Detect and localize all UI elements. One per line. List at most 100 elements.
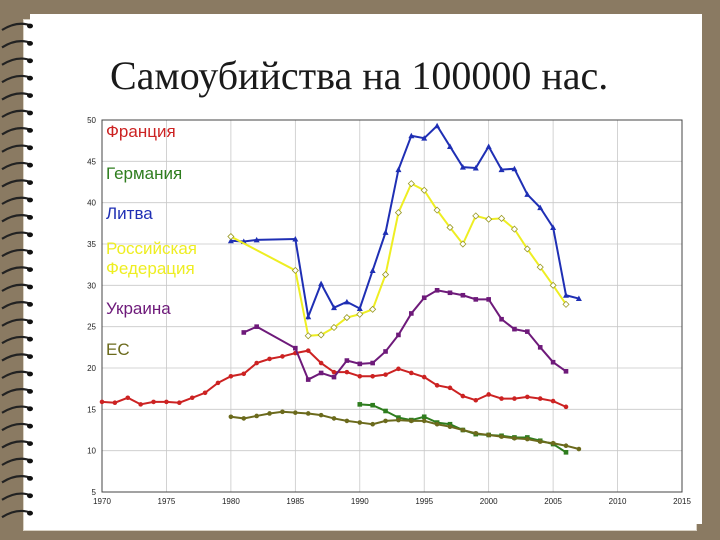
- binding-ring-icon: [1, 492, 33, 501]
- data-point: [550, 398, 556, 404]
- data-point: [549, 281, 557, 289]
- binding-ring-icon: [1, 509, 33, 519]
- series-3: [227, 180, 570, 340]
- data-point: [550, 440, 556, 446]
- data-point: [383, 372, 388, 377]
- data-point: [357, 373, 363, 379]
- binding-ring-icon: [1, 370, 33, 379]
- data-point: [473, 297, 479, 302]
- binding-ring-icon: [1, 301, 33, 310]
- data-point: [421, 295, 427, 301]
- data-point: [343, 298, 350, 305]
- data-point: [215, 380, 221, 386]
- data-point: [382, 229, 389, 235]
- legend-entry: Украина: [106, 299, 171, 318]
- data-point: [420, 186, 428, 194]
- data-point: [370, 360, 375, 366]
- data-point: [563, 443, 569, 449]
- data-point: [317, 331, 325, 339]
- x-tick-label: 1995: [415, 497, 433, 506]
- data-point: [486, 297, 491, 302]
- x-tick-label: 1990: [351, 497, 369, 506]
- data-point: [472, 164, 479, 171]
- data-point: [550, 359, 556, 365]
- binding-ring-icon: [1, 248, 33, 258]
- data-point: [369, 305, 377, 313]
- data-point: [330, 323, 338, 332]
- data-point: [408, 132, 415, 139]
- data-point: [459, 240, 467, 248]
- data-point: [394, 209, 403, 217]
- data-point: [318, 360, 324, 366]
- series-line: [243, 289, 567, 381]
- series-line: [230, 124, 580, 321]
- data-point: [291, 266, 299, 275]
- data-point: [421, 135, 428, 141]
- data-point: [563, 450, 569, 455]
- x-tick-label: 2010: [609, 497, 627, 506]
- data-point: [563, 292, 569, 298]
- data-point: [177, 400, 182, 406]
- binding-ring-icon: [1, 22, 33, 31]
- data-point: [164, 399, 169, 405]
- data-point: [383, 349, 388, 354]
- data-point: [421, 418, 427, 424]
- data-point: [550, 224, 557, 230]
- spiral-binding-icon: [1, 22, 33, 519]
- data-point: [280, 409, 285, 415]
- data-point: [512, 396, 517, 401]
- data-point: [409, 370, 414, 376]
- data-point: [241, 371, 247, 377]
- line-chart: 1970 1975 1980 1985 1990 1995 2000 2005 2010 2015…: [87, 116, 691, 506]
- series-line: [230, 410, 580, 450]
- x-tick-label: 2000: [480, 497, 498, 506]
- data-point: [125, 395, 131, 401]
- data-point: [421, 374, 427, 380]
- binding-ring-icon: [1, 388, 33, 397]
- y-tick-label: 50: [87, 116, 96, 125]
- data-point: [523, 245, 531, 253]
- series-2: [227, 122, 582, 321]
- data-point: [512, 326, 517, 332]
- data-point: [537, 396, 543, 401]
- data-point: [99, 399, 105, 405]
- binding-ring-icon: [1, 318, 33, 327]
- data-point: [485, 143, 492, 149]
- y-tick-label: 25: [87, 323, 96, 332]
- data-point: [343, 314, 351, 322]
- data-point: [499, 316, 504, 322]
- data-point: [383, 408, 388, 414]
- data-point: [575, 295, 582, 302]
- data-point: [563, 404, 569, 410]
- data-point: [460, 427, 466, 433]
- data-point: [228, 373, 234, 379]
- data-point: [396, 332, 401, 338]
- data-point: [202, 390, 208, 396]
- data-point: [254, 360, 259, 366]
- data-point: [473, 397, 479, 403]
- chart-axes: 1970 1975 1980 1985 1990 1995 2000 2005 2010 2015…: [87, 116, 691, 506]
- data-point: [510, 225, 519, 233]
- data-point: [344, 358, 350, 363]
- data-point: [525, 329, 530, 334]
- binding-ring-icon: [1, 179, 33, 188]
- data-point: [318, 280, 325, 287]
- data-point: [395, 166, 402, 173]
- data-point: [525, 394, 530, 400]
- data-point: [356, 305, 363, 311]
- data-point: [241, 330, 247, 335]
- data-point: [447, 290, 453, 296]
- data-point: [485, 215, 493, 223]
- binding-ring-icon: [1, 144, 33, 153]
- data-point: [396, 415, 401, 420]
- data-point: [460, 393, 466, 399]
- data-point: [331, 369, 337, 375]
- binding-ring-icon: [1, 283, 33, 292]
- x-tick-label: 1970: [93, 497, 111, 506]
- x-tick-label: 2015: [673, 497, 691, 506]
- data-point: [446, 223, 454, 232]
- binding-ring-icon: [1, 475, 33, 484]
- data-point: [305, 348, 311, 353]
- data-point: [344, 369, 350, 375]
- data-point: [537, 204, 544, 211]
